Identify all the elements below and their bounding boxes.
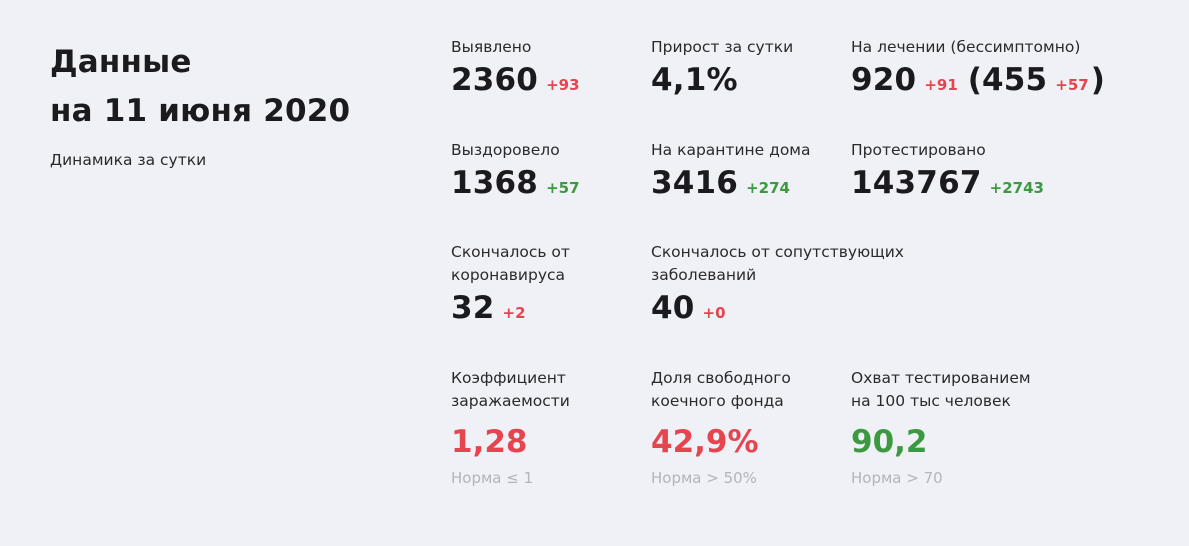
stat-recovered-label: Выздоровело [451, 141, 560, 159]
metric-infection-rate-label-1: Коэффициент [451, 369, 566, 387]
stat-growth: Прирост за сутки 4,1% [651, 36, 793, 101]
metric-free-beds-label-2: коечного фонда [651, 392, 784, 410]
stat-quarantine-value: 3416 [651, 165, 739, 201]
metric-test-coverage: Охват тестированием на 100 тыс человек 9… [851, 367, 1031, 487]
metric-infection-rate: Коэффициент заражаемости 1,28 Норма ≤ 1 [451, 367, 570, 487]
stat-tested-label: Протестировано [851, 141, 986, 159]
stat-asymptomatic-delta: +57 [1055, 76, 1089, 94]
metric-test-coverage-value: 90,2 [851, 424, 928, 460]
metric-infection-rate-value: 1,28 [451, 424, 528, 460]
stat-quarantine-label: На карантине дома [651, 141, 811, 159]
page-subtitle: Динамика за сутки [50, 151, 207, 169]
stat-treatment-delta: +91 [924, 76, 958, 94]
close-paren: ) [1090, 62, 1106, 98]
stat-died-covid-value: 32 [451, 290, 495, 326]
stat-died-other: Скончалось от сопутствующих заболеваний … [651, 241, 904, 329]
stat-quarantine: На карантине дома 3416 +274 [651, 139, 811, 204]
metric-infection-rate-norm: Норма ≤ 1 [451, 469, 534, 487]
stat-died-other-delta: +0 [702, 304, 726, 322]
stat-died-other-label-2: заболеваний [651, 266, 757, 284]
stat-died-covid-label-2: коронавируса [451, 266, 566, 284]
page-title-line2: на 11 июня 2020 [50, 93, 351, 129]
stat-tested-value: 143767 [851, 165, 982, 201]
stat-died-covid: Скончалось от коронавируса 32 +2 [451, 241, 570, 329]
stat-tested: Протестировано 143767 +2743 [851, 139, 1044, 204]
stat-treatment-value: 920 [851, 62, 917, 98]
stat-detected-label: Выявлено [451, 38, 532, 56]
stat-detected-value: 2360 [451, 62, 539, 98]
page-heading: Данные на 11 июня 2020 Динамика за сутки [50, 38, 350, 169]
stat-tested-delta: +2743 [989, 179, 1044, 197]
stat-died-covid-delta: +2 [502, 304, 526, 322]
metric-free-beds-label-1: Доля свободного [651, 369, 791, 387]
metric-test-coverage-norm: Норма > 70 [851, 469, 943, 487]
stat-treatment: На лечении (бессимптомно) 920 +91 ( 455 … [851, 36, 1105, 101]
stat-died-other-value: 40 [651, 290, 695, 326]
stat-died-other-label-1: Скончалось от сопутствующих [651, 243, 904, 261]
metric-infection-rate-label-2: заражаемости [451, 392, 570, 410]
stat-growth-value: 4,1% [651, 62, 738, 98]
stat-growth-label: Прирост за сутки [651, 38, 794, 56]
stat-quarantine-delta: +274 [746, 179, 790, 197]
metric-free-beds-norm: Норма > 50% [651, 469, 757, 487]
metric-free-beds: Доля свободного коечного фонда 42,9% Нор… [651, 367, 791, 487]
stat-asymptomatic-value: 455 [981, 62, 1048, 98]
stat-recovered: Выздоровело 1368 +57 [451, 139, 580, 204]
page-title-line1: Данные [50, 44, 192, 80]
stat-detected: Выявлено 2360 +93 [451, 36, 580, 101]
stat-treatment-label: На лечении (бессимптомно) [851, 38, 1081, 56]
metric-free-beds-value: 42,9% [651, 424, 759, 460]
metric-test-coverage-label-1: Охват тестированием [851, 369, 1031, 387]
stat-recovered-value: 1368 [451, 165, 539, 201]
stat-died-covid-label-1: Скончалось от [451, 243, 570, 261]
stat-recovered-delta: +57 [546, 179, 580, 197]
stat-detected-delta: +93 [546, 76, 580, 94]
open-paren: ( [967, 62, 982, 98]
metric-test-coverage-label-2: на 100 тыс человек [851, 392, 1011, 410]
